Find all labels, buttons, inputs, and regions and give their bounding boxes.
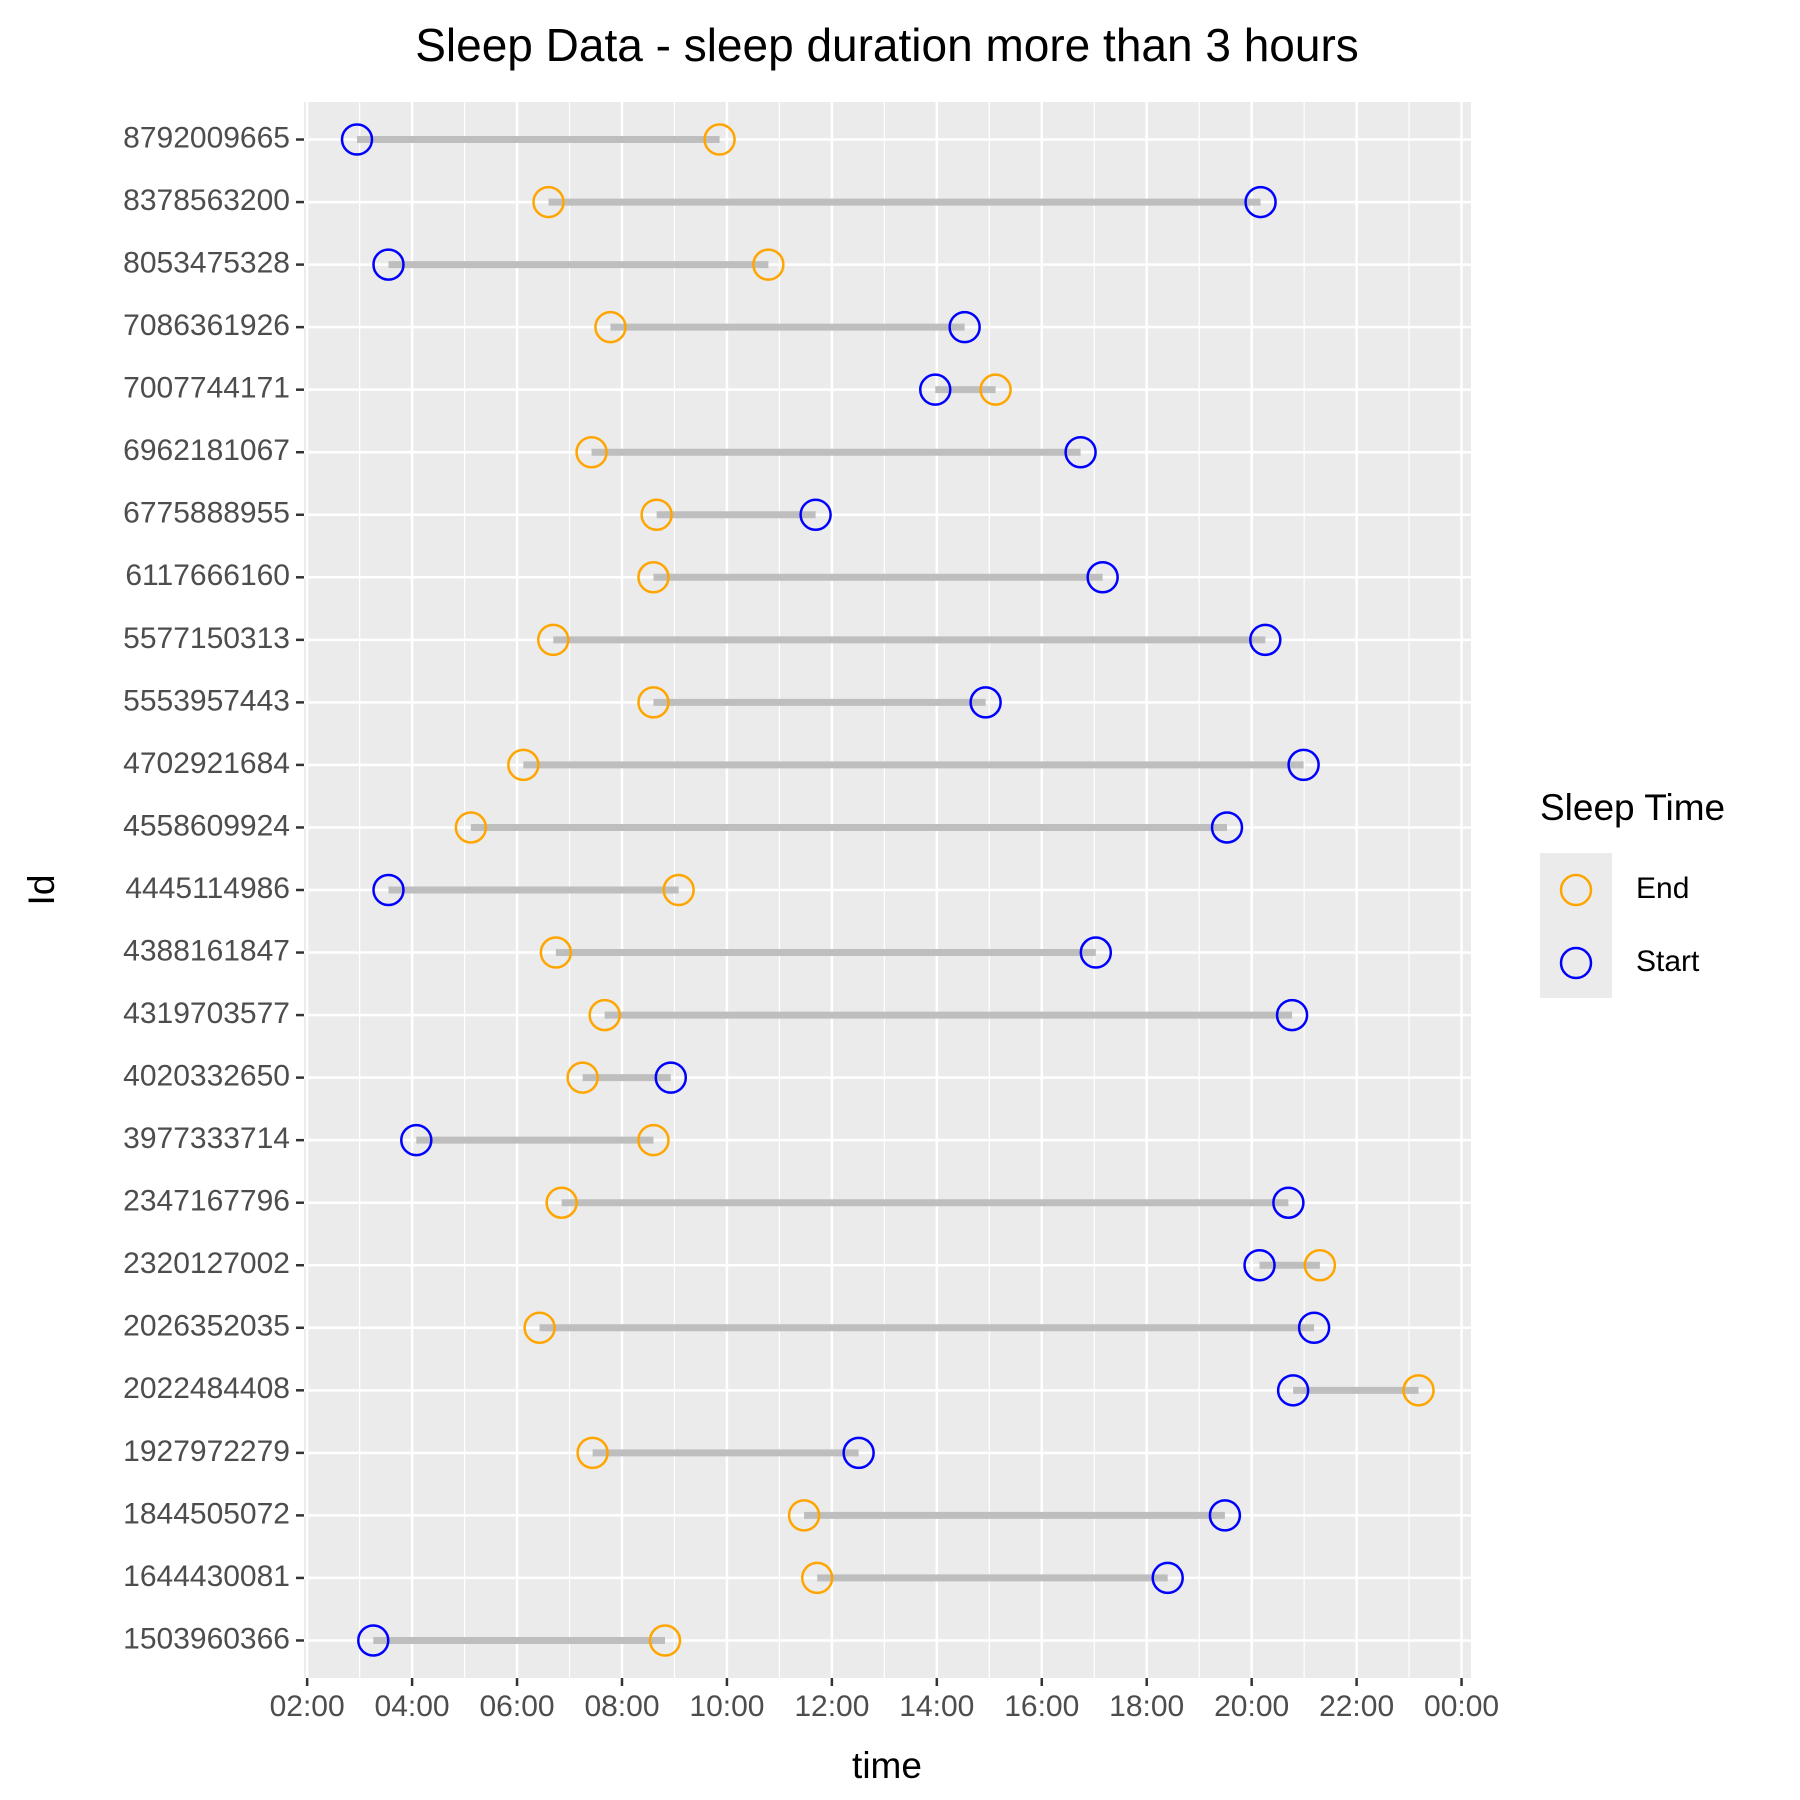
point [648, 1624, 682, 1657]
x-tick-label: 12:00 [794, 1690, 869, 1723]
point [919, 373, 952, 406]
point [1086, 561, 1119, 594]
x-tick-label: 20:00 [1214, 1690, 1289, 1723]
point [523, 1311, 556, 1345]
point [372, 873, 405, 907]
y-tick-label: 4388161847 [123, 934, 290, 967]
point [979, 373, 1012, 406]
x-tick-label: 16:00 [1004, 1690, 1079, 1723]
y-tick-label: 8378563200 [123, 184, 290, 217]
point [1249, 623, 1282, 657]
point [948, 310, 981, 344]
y-tick-label: 8792009665 [123, 121, 290, 154]
x-tick-label: 14:00 [899, 1690, 974, 1723]
point [588, 998, 621, 1032]
legend-label: End [1636, 872, 1689, 905]
y-tick-label: 4445114986 [125, 872, 290, 905]
point [594, 310, 627, 344]
point [372, 248, 405, 281]
y-tick-label: 5577150313 [123, 622, 290, 655]
legend-key-bg [1540, 853, 1612, 998]
point [536, 623, 570, 657]
y-tick-label: 3977333714 [123, 1122, 290, 1155]
point [507, 748, 540, 782]
point [1402, 1374, 1435, 1407]
point [1151, 1561, 1184, 1595]
y-tick-label: 1927972279 [123, 1435, 290, 1468]
x-tick-label: 08:00 [584, 1690, 659, 1723]
point [1244, 185, 1277, 219]
point [340, 123, 374, 156]
chart-title: Sleep Data - sleep duration more than 3 … [415, 19, 1359, 71]
point [1297, 1311, 1331, 1345]
y-tick-label: 1844505072 [123, 1497, 290, 1530]
point [454, 811, 488, 844]
y-tick-label: 6117666160 [125, 559, 290, 592]
x-tick-label: 04:00 [375, 1690, 450, 1723]
x-tick-label: 06:00 [480, 1690, 555, 1723]
point [539, 936, 573, 969]
y-tick-label: 4319703577 [123, 997, 290, 1030]
y-tick-label: 6775888955 [123, 497, 290, 530]
point [1243, 1248, 1276, 1282]
point [662, 873, 695, 907]
x-tick-label: 00:00 [1424, 1690, 1499, 1723]
x-tick-label: 18:00 [1109, 1690, 1184, 1723]
y-tick-label: 2022484408 [123, 1372, 290, 1405]
legend-key [1559, 873, 1593, 907]
legend-label: Start [1636, 945, 1700, 978]
point [654, 1061, 688, 1094]
y-tick-label: 6962181067 [123, 434, 290, 467]
y-tick-label: 1503960366 [123, 1622, 290, 1655]
point [637, 561, 670, 594]
y-tick-label: 4558609924 [123, 809, 290, 842]
y-axis-title: Id [21, 875, 62, 906]
point [1275, 998, 1309, 1032]
y-tick-label: 7007744171 [123, 372, 290, 405]
point [787, 1499, 821, 1532]
y-tick-label: 5553957443 [123, 684, 290, 717]
point [575, 435, 608, 469]
point [800, 1561, 834, 1595]
point [640, 498, 673, 532]
legend-title: Sleep Time [1540, 787, 1725, 828]
y-tick-label: 4702921684 [123, 747, 290, 780]
point [1079, 936, 1113, 969]
y-tick-label: 2026352035 [123, 1310, 290, 1343]
point [1303, 1248, 1337, 1282]
point [532, 185, 565, 219]
point [637, 1123, 670, 1157]
y-tick-label: 8053475328 [123, 247, 290, 280]
point [842, 1436, 875, 1470]
y-tick-label: 7086361926 [123, 309, 290, 342]
point [1287, 748, 1320, 782]
y-tick-label: 2347167796 [123, 1185, 290, 1218]
y-tick-label: 1644430081 [123, 1560, 290, 1593]
x-tick-label: 02:00 [270, 1690, 345, 1723]
x-axis-title: time [852, 1745, 922, 1786]
point [969, 686, 1002, 719]
point [400, 1123, 433, 1157]
point [703, 123, 736, 156]
y-tick-label: 2320127002 [123, 1247, 290, 1280]
point [637, 686, 670, 719]
point [1064, 435, 1097, 469]
point [566, 1061, 599, 1094]
legend-key [1559, 946, 1593, 980]
point [1208, 1499, 1242, 1532]
point [752, 248, 785, 281]
x-tick-label: 10:00 [689, 1690, 764, 1723]
y-tick-label: 4020332650 [123, 1060, 290, 1093]
point [576, 1436, 609, 1470]
point [545, 1186, 578, 1219]
point [1276, 1374, 1310, 1407]
point [799, 498, 832, 532]
point [357, 1624, 390, 1657]
x-tick-label: 22:00 [1319, 1690, 1394, 1723]
point [1210, 811, 1244, 844]
point [1272, 1186, 1305, 1219]
